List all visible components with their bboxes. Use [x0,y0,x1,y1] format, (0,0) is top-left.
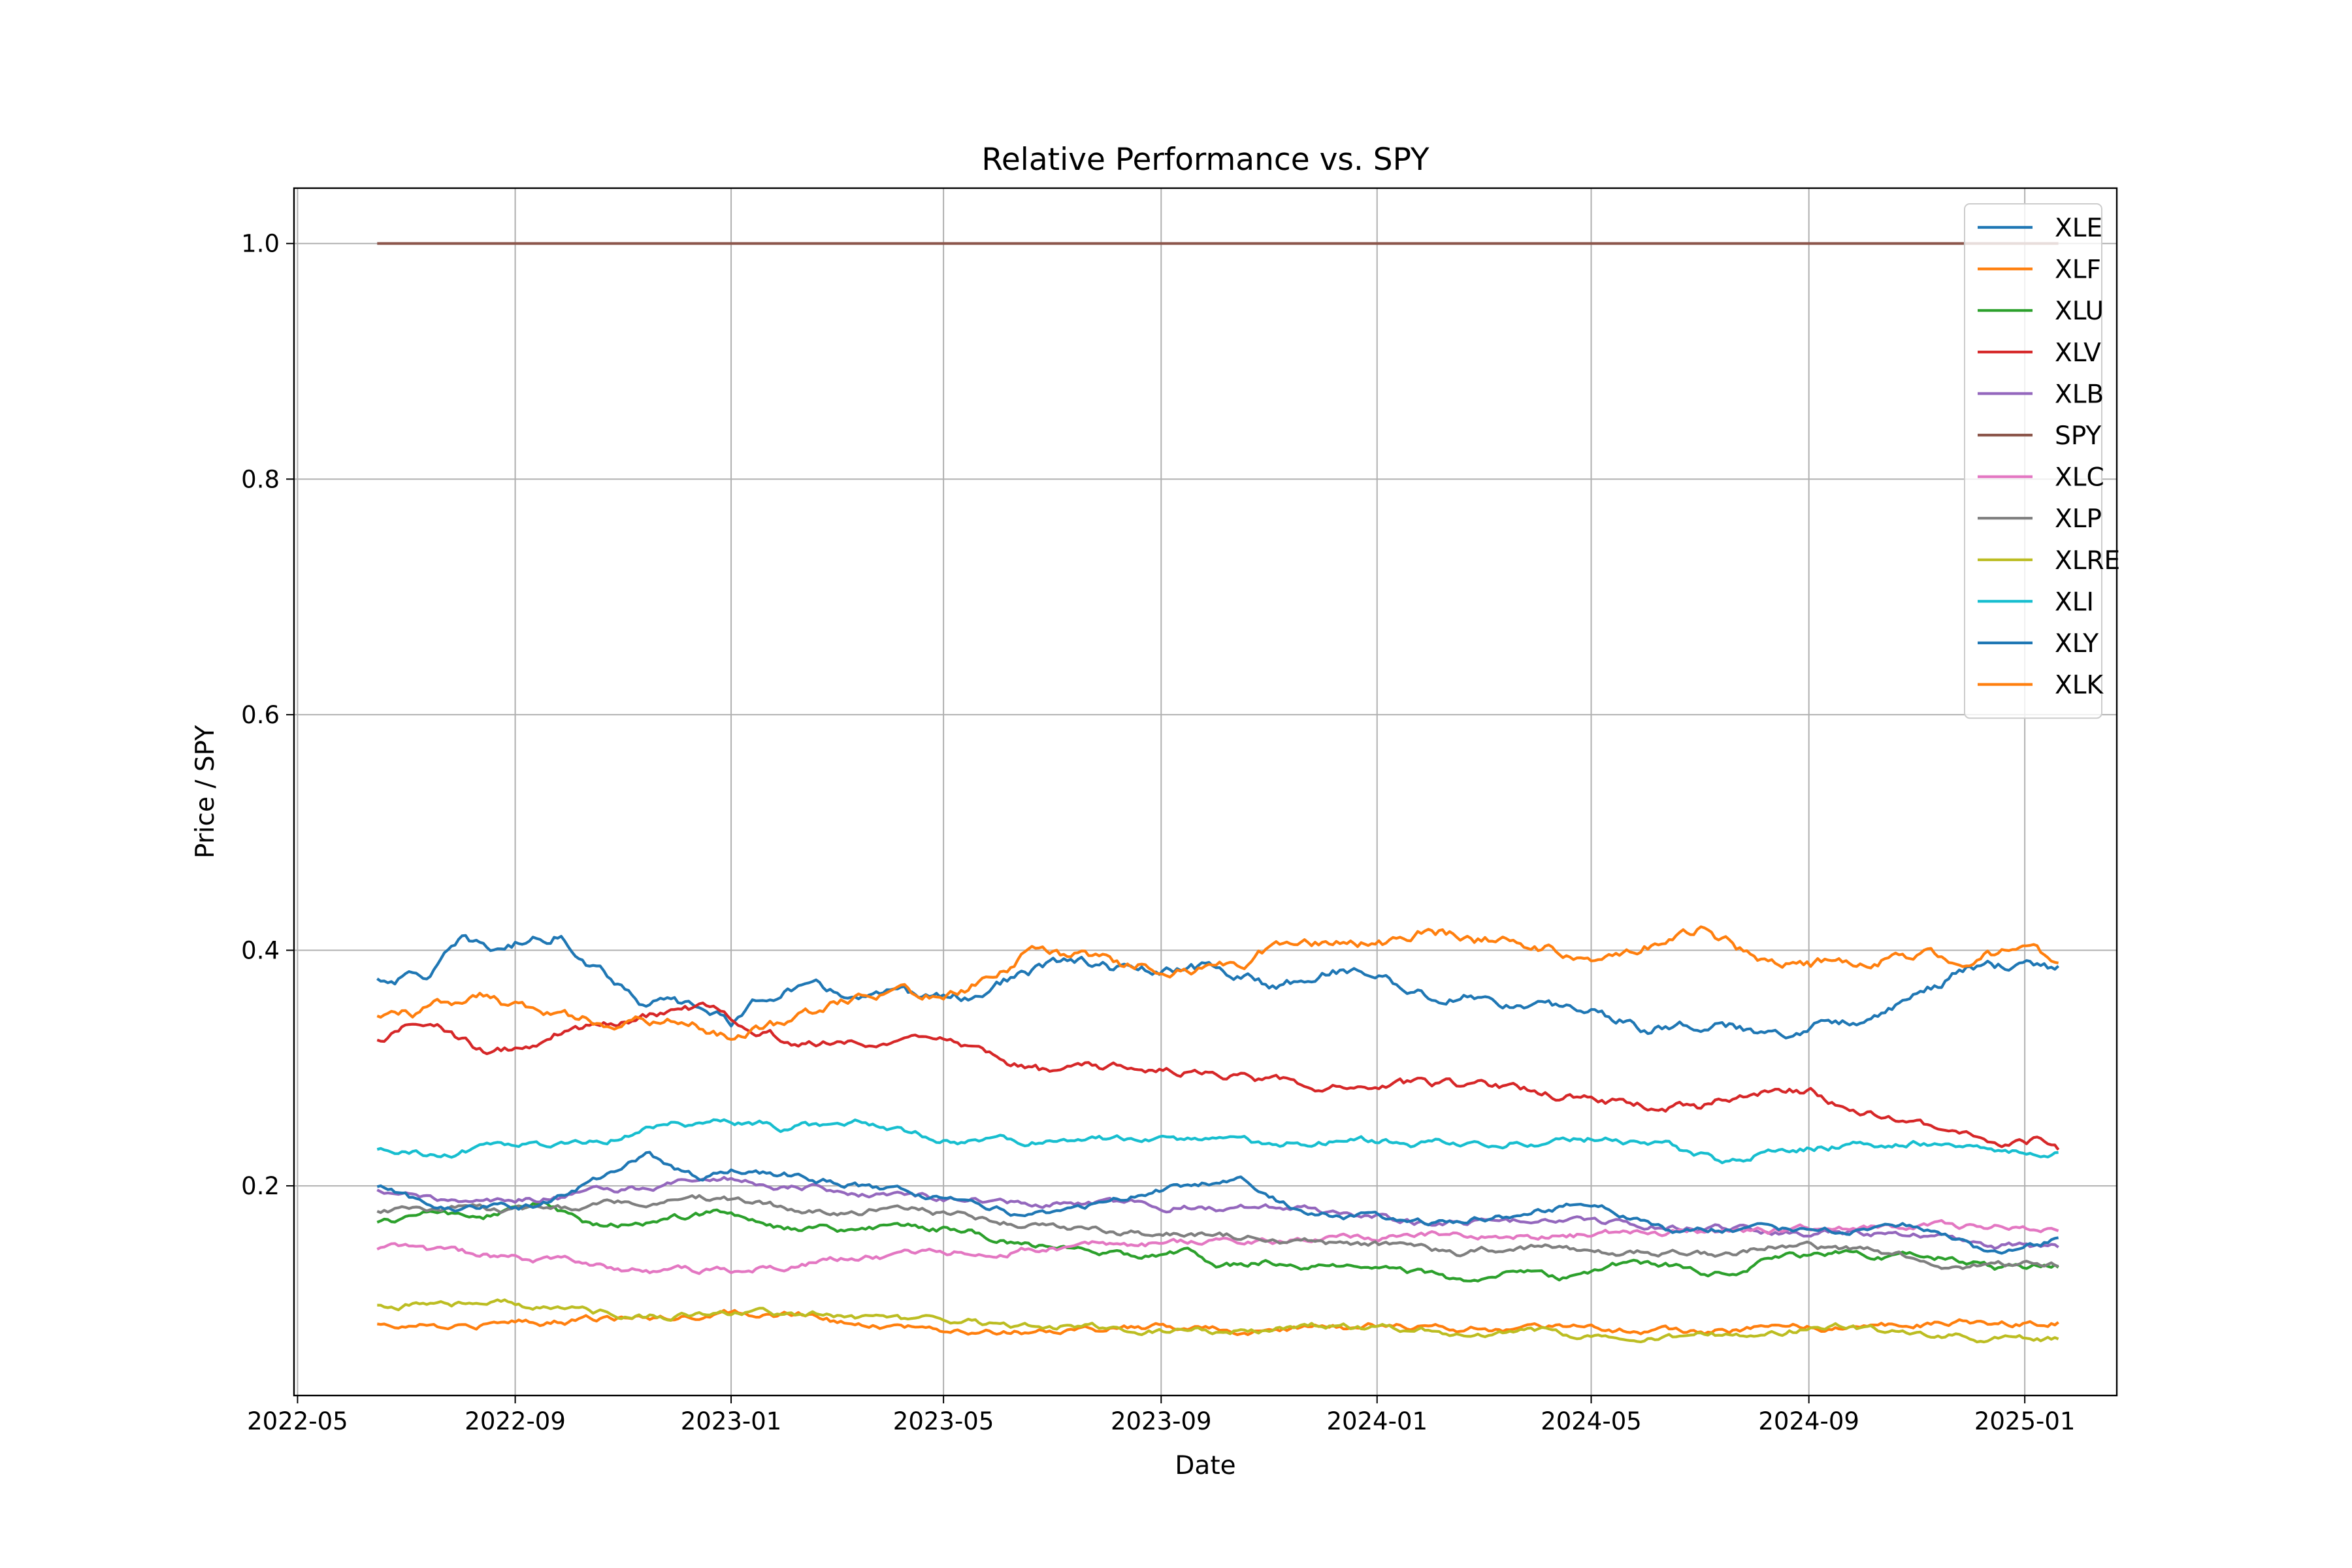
series-line-xlk [376,925,2059,1041]
legend-label-xlu: XLU [2055,297,2104,326]
x-tick-label: 2022-09 [465,1407,566,1435]
series-line-xlp [376,1194,2059,1270]
x-tick-label: 2024-09 [1758,1407,1859,1435]
x-tick-label: 2025-01 [1974,1407,2076,1435]
series-line-xli [376,1118,2059,1164]
series-line-xlb [376,1175,2059,1250]
legend-box [1964,203,2102,719]
x-tick-label: 2023-09 [1111,1407,1212,1435]
y-tick-label: 0.8 [241,465,280,493]
legend-label-xlp: XLP [2055,504,2102,534]
x-axis-label: Date [1175,1451,1235,1480]
y-tick-label: 0.4 [241,936,280,964]
x-tick-label: 2023-05 [893,1407,994,1435]
series-line-xle [376,934,2060,1039]
y-tick-label: 1.0 [241,230,280,258]
chart-title: Relative Performance vs. SPY [981,142,1429,178]
x-tick-label: 2024-05 [1541,1407,1642,1435]
legend-label-xlf: XLF [2055,255,2101,285]
y-tick-label: 0.6 [241,701,280,729]
legend: XLE XLF XLU XLV XLB SPY XLC XLP XLRE XLI XLY XLK [1964,203,2120,719]
legend-label-xle: XLE [2055,214,2102,243]
legend-label-xly: XLY [2055,629,2099,659]
x-tick-label: 2023-01 [681,1407,782,1435]
legend-label-xli: XLI [2055,587,2094,617]
axis-ticks: 2022-05 2022-09 2023-01 2023-05 2023-09 2024-… [241,230,2075,1435]
y-axis-label: Price / SPY [191,725,220,858]
x-tick-label: 2024-01 [1326,1407,1428,1435]
legend-label-xlre: XLRE [2055,546,2120,576]
legend-label-xlk: XLK [2055,671,2104,700]
series-line-xlv [376,1002,2060,1151]
y-tick-label: 0.2 [241,1172,280,1200]
series-line-xlu [376,1200,2059,1282]
legend-label-xlv: XLV [2055,338,2101,368]
x-tick-label: 2022-05 [247,1407,348,1435]
series-line-xly [376,1151,2059,1255]
series-lines [376,242,2060,1344]
legend-label-xlc: XLC [2055,463,2104,493]
legend-label-spy: SPY [2055,421,2101,451]
legend-label-xlb: XLB [2055,380,2104,409]
plot-frame [293,187,2118,1397]
series-line-xlre [377,1298,2059,1344]
